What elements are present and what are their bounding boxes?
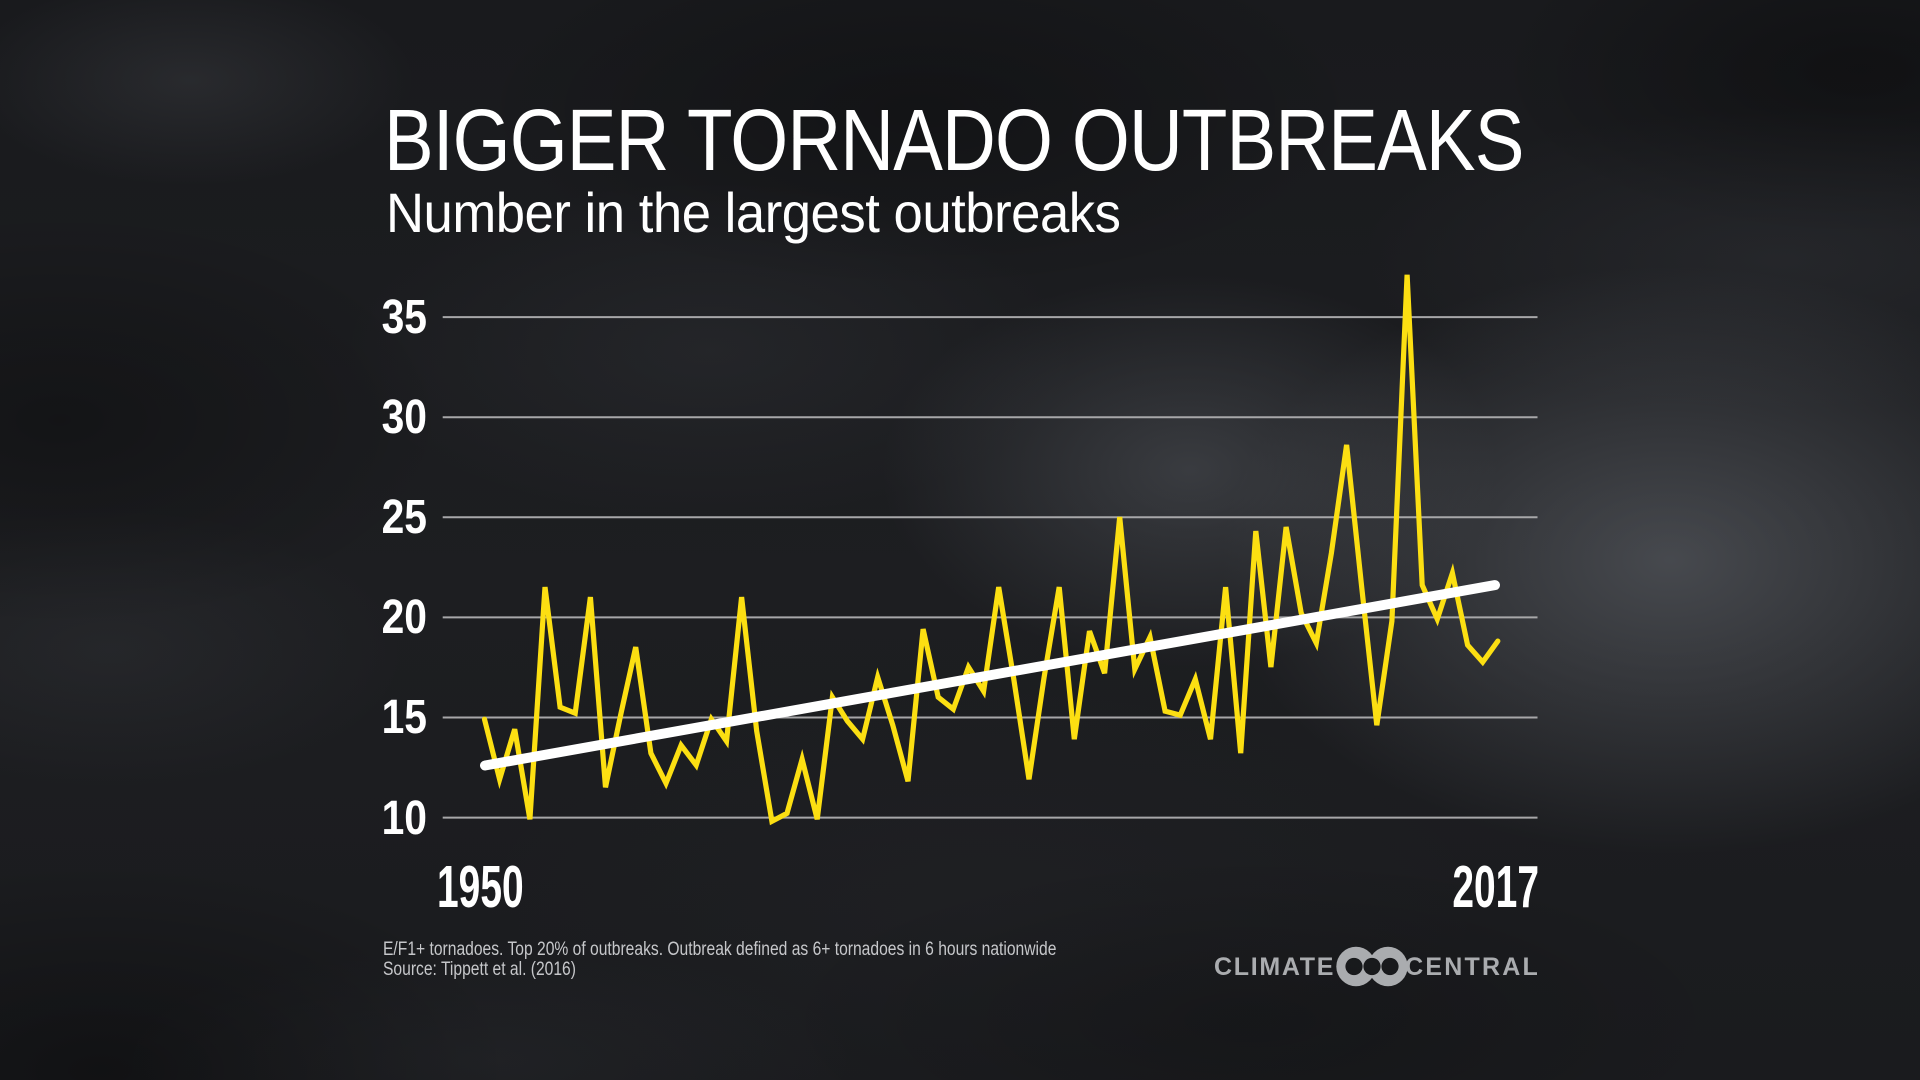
svg-text:CLIMATE: CLIMATE <box>1214 953 1335 981</box>
svg-text:CENTRAL: CENTRAL <box>1405 953 1540 981</box>
